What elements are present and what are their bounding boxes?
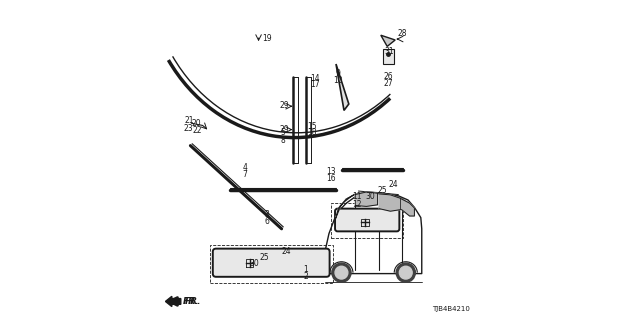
Text: 30: 30 bbox=[250, 260, 259, 268]
Text: 28: 28 bbox=[398, 29, 407, 38]
Text: 24: 24 bbox=[388, 180, 399, 188]
Text: 14: 14 bbox=[310, 74, 320, 83]
Text: FR.: FR. bbox=[185, 297, 202, 306]
Text: 13: 13 bbox=[326, 167, 336, 176]
Text: 29: 29 bbox=[280, 125, 290, 134]
Text: 20: 20 bbox=[192, 119, 202, 128]
Circle shape bbox=[399, 266, 412, 279]
Text: 18: 18 bbox=[307, 128, 317, 137]
Text: 23: 23 bbox=[184, 124, 194, 132]
Text: 11: 11 bbox=[352, 192, 362, 201]
Text: 30: 30 bbox=[365, 192, 376, 201]
Polygon shape bbox=[336, 194, 355, 218]
Text: 3: 3 bbox=[265, 210, 269, 219]
Text: 5: 5 bbox=[281, 128, 285, 137]
Text: 17: 17 bbox=[310, 80, 320, 89]
FancyBboxPatch shape bbox=[212, 249, 330, 277]
Text: 2: 2 bbox=[303, 272, 308, 281]
Text: 29: 29 bbox=[280, 101, 290, 110]
Text: 25: 25 bbox=[378, 186, 387, 195]
Polygon shape bbox=[355, 192, 378, 206]
Polygon shape bbox=[380, 194, 401, 211]
Circle shape bbox=[396, 263, 415, 282]
Text: 22: 22 bbox=[192, 126, 202, 135]
Polygon shape bbox=[381, 35, 396, 46]
Text: 9: 9 bbox=[335, 69, 340, 78]
Text: 27: 27 bbox=[384, 79, 394, 88]
Text: 10: 10 bbox=[333, 76, 342, 85]
Text: 26: 26 bbox=[384, 72, 394, 81]
Circle shape bbox=[332, 263, 351, 282]
Text: 12: 12 bbox=[352, 200, 362, 209]
FancyBboxPatch shape bbox=[335, 209, 399, 231]
Polygon shape bbox=[336, 64, 349, 110]
Text: 24: 24 bbox=[282, 247, 291, 256]
Polygon shape bbox=[402, 199, 415, 216]
Text: 21: 21 bbox=[184, 116, 193, 124]
Circle shape bbox=[335, 266, 348, 279]
Text: 16: 16 bbox=[326, 174, 336, 183]
FancyArrow shape bbox=[165, 296, 181, 307]
Text: 15: 15 bbox=[307, 122, 317, 131]
Text: 19: 19 bbox=[262, 34, 272, 43]
Text: 8: 8 bbox=[281, 136, 285, 145]
Text: 6: 6 bbox=[265, 217, 269, 226]
Text: 4: 4 bbox=[243, 163, 247, 172]
Text: TJB4B4210: TJB4B4210 bbox=[433, 306, 470, 312]
FancyBboxPatch shape bbox=[383, 49, 394, 64]
Text: 7: 7 bbox=[243, 170, 247, 179]
Text: FR.: FR. bbox=[183, 297, 200, 306]
Text: 25: 25 bbox=[259, 253, 269, 262]
Text: 1: 1 bbox=[303, 265, 308, 274]
Text: 31: 31 bbox=[384, 47, 394, 56]
